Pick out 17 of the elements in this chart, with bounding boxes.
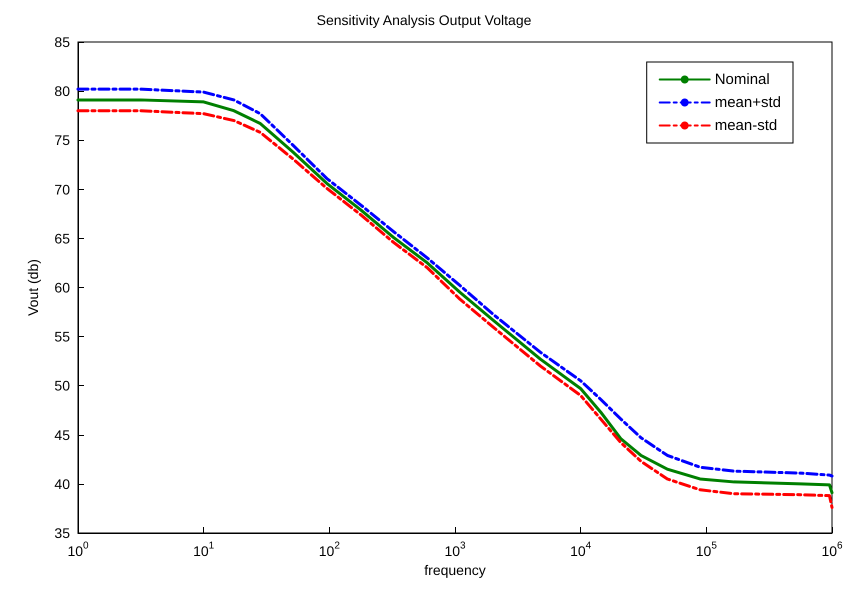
y-tick-label: 75 — [54, 132, 70, 148]
y-tick-label: 55 — [54, 328, 70, 345]
y-tick-label: 40 — [54, 476, 70, 492]
y-tick-label: 80 — [54, 83, 70, 100]
chart-title: Sensitivity Analysis Output Voltage — [316, 12, 532, 28]
x-axis-title: frequency — [424, 562, 486, 578]
y-tick-label: 65 — [54, 230, 70, 246]
y-tick-label: 85 — [54, 34, 70, 50]
y-tick-label: 60 — [54, 280, 70, 296]
legend-label: Nominal — [714, 71, 770, 88]
legend-label: mean-std — [714, 117, 778, 134]
y-tick-label: 70 — [54, 181, 70, 198]
y-axis-title: Vout (db) — [25, 259, 41, 316]
legend-label: mean+std — [714, 94, 782, 111]
y-tick-label: 45 — [54, 426, 70, 443]
y-tick-label: 35 — [54, 525, 70, 541]
y-tick-label: 50 — [54, 378, 70, 394]
